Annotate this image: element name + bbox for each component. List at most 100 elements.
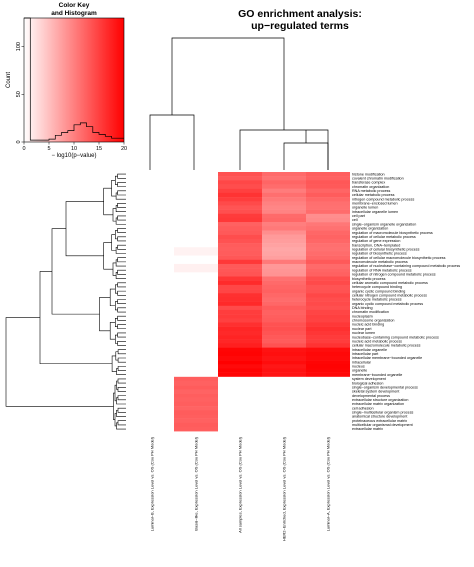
heatmap-cell	[218, 426, 262, 432]
row-dendrogram-link	[117, 190, 126, 196]
row-label: intracellular organelle lumen	[352, 210, 398, 214]
heatmap-cell	[174, 259, 218, 265]
color-key-histogram	[24, 17, 124, 141]
heatmap-cell	[130, 247, 174, 252]
heatmap-cell	[306, 226, 350, 231]
heatmap-cell	[306, 217, 350, 223]
heatmap-cell	[130, 176, 174, 181]
heatmap-cell	[306, 401, 350, 407]
row-label: intracellular part	[352, 352, 378, 356]
row-label: transcription, DNA−templated	[352, 243, 400, 247]
heatmap-cell	[218, 368, 262, 373]
heatmap-cell	[218, 172, 262, 177]
heatmap-cell	[218, 385, 262, 390]
color-key-subtitle: and Histogram	[51, 10, 97, 17]
heatmap-cell	[174, 314, 218, 319]
heatmap-cell	[130, 381, 174, 386]
heatmap-cell	[218, 414, 262, 419]
heatmap-cell	[306, 347, 350, 352]
row-dendrogram-link	[117, 290, 126, 296]
column-dendrogram-link	[171, 37, 285, 130]
heatmap-cell	[130, 209, 174, 215]
heatmap-cell	[306, 389, 350, 394]
heatmap-cell	[306, 255, 350, 261]
heatmap-cell	[306, 335, 350, 340]
heatmap-cell	[218, 305, 262, 311]
heatmap-cell	[174, 343, 218, 348]
row-label: covalent chromatin modification	[352, 176, 404, 180]
heatmap-cell	[262, 355, 306, 361]
row-label: intracellular	[352, 360, 372, 364]
row-label: membrane−bounded organelle	[352, 373, 402, 377]
heatmap-cell	[218, 284, 262, 290]
heatmap-cell	[130, 217, 174, 223]
row-label: organic cyclic compound metabolic proces…	[352, 302, 423, 306]
heatmap-cell	[130, 197, 174, 202]
heatmap-cell	[130, 339, 174, 344]
row-dendrogram-link	[117, 269, 126, 275]
heatmap-cell	[130, 422, 174, 428]
heatmap-cell	[218, 297, 262, 302]
heatmap-cell	[306, 284, 350, 290]
row-dendrogram-link	[109, 322, 116, 340]
heatmap-cell	[306, 314, 350, 319]
row-dendrogram-link	[117, 244, 126, 250]
heatmap-cell	[130, 426, 174, 432]
heatmap-cell	[306, 326, 350, 332]
heatmap-cell	[218, 422, 262, 428]
chart-subtitle: up−regulated terms	[251, 20, 349, 32]
column-label: Luminal−B, Expression Level vs. OS (Cox …	[150, 436, 155, 531]
row-label: heterocycle compound binding	[352, 285, 402, 289]
heatmap-cell	[130, 201, 174, 206]
heatmap-cell	[130, 230, 174, 235]
heatmap-cell	[130, 401, 174, 407]
heatmap-cell	[130, 330, 174, 336]
heatmap-cell	[262, 351, 306, 357]
heatmap-cell	[262, 343, 306, 348]
heatmap-cell	[218, 280, 262, 286]
heatmap-cell	[174, 180, 218, 185]
heatmap-cell	[262, 410, 306, 415]
row-label: regulation of biosynthetic process	[352, 252, 407, 256]
heatmap-cell	[218, 343, 262, 348]
heatmap-cell	[262, 322, 306, 327]
heatmap-cell	[306, 197, 350, 202]
heatmap-cell	[130, 309, 174, 315]
heatmap-cell	[262, 414, 306, 419]
row-label: nuclear lumen	[352, 331, 375, 335]
heatmap-cell	[174, 276, 218, 281]
heatmap-cell	[306, 301, 350, 307]
row-label: histone modification	[352, 172, 385, 176]
heatmap-cell	[130, 259, 174, 265]
row-dendrogram-link	[117, 307, 126, 313]
heatmap-cell	[174, 397, 218, 403]
color-key-x-tick-label: 10	[71, 146, 77, 152]
color-key-y-tick-label: 0	[16, 140, 22, 143]
row-label: multicellular organismal development	[352, 423, 413, 427]
heatmap-cell	[174, 293, 218, 298]
row-label: developmental process	[352, 394, 390, 398]
heatmap-cell	[174, 418, 218, 424]
heatmap-cell	[262, 172, 306, 177]
heatmap-cell	[306, 397, 350, 403]
heatmap-cell	[130, 389, 174, 394]
heatmap-cell	[218, 326, 262, 332]
heatmap-cell	[130, 335, 174, 340]
row-dendrogram-link	[117, 395, 126, 401]
row-label: regulation of cellular metabolic process	[352, 235, 416, 239]
heatmap-cell	[306, 188, 350, 194]
row-label: single−organism organelle organization	[352, 222, 416, 226]
heatmap-cell	[306, 180, 350, 185]
heatmap-cell	[306, 209, 350, 215]
heatmap-cell	[174, 393, 218, 398]
heatmap-cell	[130, 188, 174, 194]
color-key-ylabel: Count	[6, 72, 12, 88]
row-label: biological adhesion	[352, 381, 383, 385]
heatmap-cell	[218, 238, 262, 244]
heatmap-cell	[262, 226, 306, 231]
row-label: nitrogen compound metabolic process	[352, 197, 414, 201]
heatmap-cell	[218, 376, 262, 382]
heatmap-cell	[174, 414, 218, 419]
row-dendrogram-link	[117, 215, 126, 221]
heatmap-cell	[262, 263, 306, 269]
